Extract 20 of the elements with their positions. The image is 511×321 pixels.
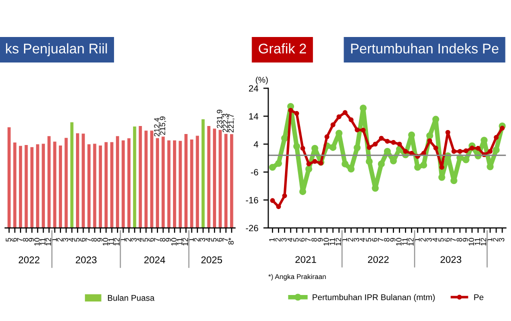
legend-label: Pe: [474, 294, 484, 300]
text: 2022: [18, 256, 40, 264]
y-axis-title: (%): [256, 76, 268, 84]
y-tick-label: 14: [249, 113, 258, 120]
y-tick-label: 4: [254, 141, 258, 148]
text: 2022: [368, 256, 389, 263]
legend-label: Bulan Puasa: [108, 294, 155, 301]
legend-label: Pertumbuhan IPR Bulanan (mtm): [312, 294, 435, 302]
y-tick-label: -16: [246, 196, 258, 204]
chart-title: ks Penjualan Riil: [6, 43, 107, 56]
y-tick-label: -6: [250, 169, 258, 176]
text: 2025: [201, 256, 222, 264]
chart-title: Grafik 2: [258, 43, 306, 54]
y-tick-label: 24: [248, 85, 258, 92]
text: 2021: [295, 256, 316, 263]
text: 2023: [76, 256, 97, 264]
text: 2024: [144, 256, 166, 264]
text: 2023: [440, 256, 462, 263]
y-tick-label: -26: [246, 224, 258, 232]
chart-subtitle: Pertumbuhan Indeks Pe: [351, 43, 498, 54]
